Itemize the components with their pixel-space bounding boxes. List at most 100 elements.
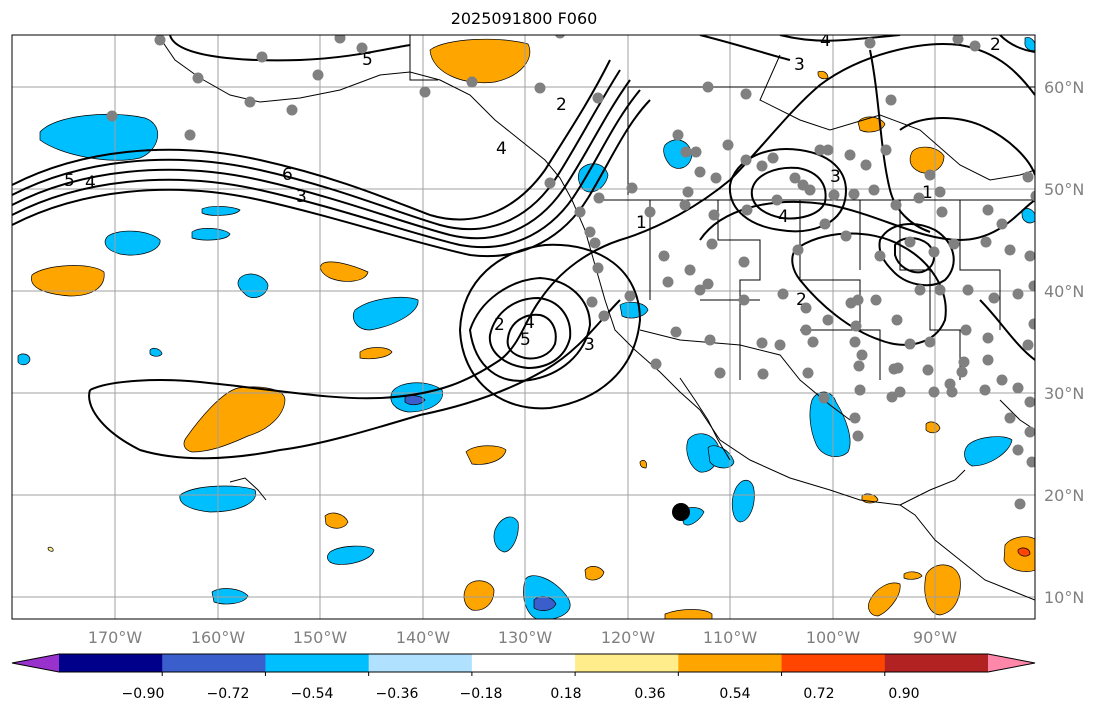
station-dot bbox=[1014, 498, 1026, 510]
station-dot bbox=[1030, 190, 1035, 202]
colorbar-extend-high bbox=[988, 654, 1035, 672]
station-dot bbox=[849, 336, 861, 348]
station-dot bbox=[592, 92, 604, 104]
map-frame bbox=[11, 34, 1036, 620]
station-dot bbox=[466, 76, 478, 88]
lat-label: 60°N bbox=[1044, 78, 1084, 97]
colorbar-segment bbox=[471, 654, 576, 672]
station-dot bbox=[956, 366, 968, 378]
station-dot bbox=[885, 94, 897, 106]
station-dot bbox=[822, 144, 834, 156]
colorbar-tick-label: −0.36 bbox=[376, 686, 419, 702]
colorbar-tick-label: −0.54 bbox=[291, 686, 334, 702]
station-dot bbox=[856, 349, 868, 361]
station-dot bbox=[694, 284, 706, 296]
station-dot bbox=[702, 278, 714, 290]
lon-label: 160°W bbox=[191, 628, 246, 647]
station-dot bbox=[714, 367, 726, 379]
colorbar-tick-label: 0.90 bbox=[888, 686, 919, 702]
colorbar-segment bbox=[265, 654, 370, 672]
station-dot bbox=[774, 339, 786, 351]
station-dot bbox=[852, 294, 864, 306]
station-dot bbox=[960, 324, 972, 336]
station-dot bbox=[356, 42, 368, 54]
station-dot bbox=[644, 206, 656, 218]
station-dot bbox=[792, 244, 804, 256]
station-dot bbox=[624, 290, 636, 302]
lon-label: 170°W bbox=[88, 628, 143, 647]
station-dot bbox=[904, 338, 916, 350]
station-dot bbox=[1012, 382, 1024, 394]
contour-label: 4 bbox=[524, 313, 535, 333]
station-dot bbox=[672, 129, 684, 141]
colorbar-segment bbox=[368, 654, 473, 672]
colorbar-segment bbox=[162, 654, 266, 672]
station-dot bbox=[286, 104, 298, 116]
station-dot bbox=[870, 294, 882, 306]
station-dot bbox=[914, 284, 926, 296]
lon-label: 120°W bbox=[601, 628, 656, 647]
colorbar-tick-label: 0.36 bbox=[634, 686, 665, 702]
station-dot bbox=[184, 129, 196, 141]
station-dot bbox=[544, 177, 556, 189]
station-dot bbox=[904, 236, 916, 248]
colorbar-outline bbox=[11, 653, 1036, 673]
station-dot bbox=[840, 230, 852, 242]
station-dot bbox=[1012, 288, 1024, 300]
station-dot bbox=[662, 276, 674, 288]
longitude-labels: 170°W 160°W 150°W 140°W 130°W 120°W 110°… bbox=[88, 628, 957, 647]
station-dot bbox=[706, 238, 718, 250]
colorbar-segment bbox=[781, 654, 886, 672]
station-dot bbox=[702, 81, 714, 93]
station-dot bbox=[710, 172, 722, 184]
station-dot bbox=[818, 392, 830, 404]
station-dot bbox=[777, 288, 789, 300]
coastlines bbox=[159, 35, 1035, 601]
colorbar-tick-label: −0.90 bbox=[122, 686, 165, 702]
station-dot bbox=[807, 336, 819, 348]
station-dot bbox=[722, 139, 734, 151]
colorbar-tick-label: 0.18 bbox=[550, 686, 581, 702]
contour-label: 1 bbox=[636, 213, 647, 233]
station-dot bbox=[924, 169, 936, 181]
lon-label: 130°W bbox=[498, 628, 553, 647]
contour-label: 3 bbox=[584, 335, 595, 355]
station-dot bbox=[979, 384, 991, 396]
station-dot bbox=[969, 40, 981, 52]
station-dot bbox=[948, 238, 960, 250]
lon-label: 140°W bbox=[396, 628, 451, 647]
lon-label: 110°W bbox=[703, 628, 758, 647]
station-dot bbox=[584, 226, 596, 238]
contour-label: 3 bbox=[296, 187, 307, 207]
station-dot bbox=[853, 360, 865, 372]
station-dot bbox=[738, 256, 750, 268]
station-dot bbox=[944, 378, 956, 390]
station-dot bbox=[844, 149, 856, 161]
station-dot bbox=[106, 110, 118, 122]
station-dot bbox=[880, 144, 892, 156]
positive-anomaly-fills bbox=[31, 38, 1035, 619]
station-dot bbox=[982, 204, 994, 216]
lat-label: 30°N bbox=[1044, 384, 1084, 403]
station-dot bbox=[1026, 456, 1035, 468]
contour-label: 3 bbox=[794, 55, 805, 75]
latitude-labels: 60°N 50°N 40°N 30°N 20°N 10°N bbox=[1044, 78, 1084, 607]
station-dot bbox=[192, 72, 204, 84]
station-dot bbox=[589, 237, 601, 249]
contour-label: 5 bbox=[362, 50, 373, 70]
contour-label: 4 bbox=[778, 207, 789, 227]
contour-label: 5 bbox=[64, 171, 75, 191]
station-dot bbox=[757, 368, 769, 380]
station-dot bbox=[626, 182, 638, 194]
station-dot bbox=[312, 69, 324, 81]
station-dot bbox=[822, 314, 834, 326]
station-dot bbox=[598, 310, 610, 322]
station-dot bbox=[886, 391, 898, 403]
station-dot bbox=[860, 159, 872, 171]
storm-marker bbox=[672, 503, 690, 521]
station-dot bbox=[864, 37, 876, 49]
station-dot bbox=[704, 334, 716, 346]
station-dot bbox=[680, 146, 692, 158]
station-dot bbox=[982, 332, 994, 344]
